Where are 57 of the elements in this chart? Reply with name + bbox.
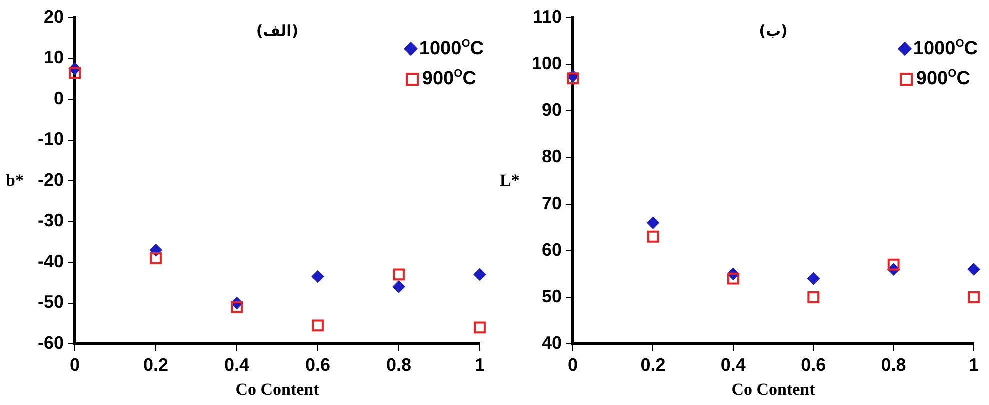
y-tick-label: -40	[38, 251, 64, 272]
y-tick-label: -50	[38, 292, 64, 312]
y-tick-label: 40	[542, 332, 562, 353]
y-tick-label: 20	[44, 6, 64, 27]
point	[647, 216, 660, 229]
y-axis-title: b*	[6, 171, 24, 191]
legend-label: 1000$^{O}$C	[913, 38, 978, 60]
chart-title: (الف)	[256, 22, 299, 40]
x-tick-label: 0.2	[143, 354, 169, 375]
legend-label: 1000$^{O}$C	[419, 38, 484, 60]
point	[808, 272, 820, 285]
x-tick-label: 0.8	[881, 354, 906, 375]
x-tick-label: 0.6	[801, 354, 826, 375]
point	[474, 322, 486, 334]
y-tick-label: 110	[532, 6, 562, 27]
x-tick-label: 0	[568, 354, 578, 375]
y-axis-title: L*	[500, 171, 520, 191]
y-tick-label: -10	[38, 129, 64, 150]
point	[808, 291, 820, 304]
point	[968, 291, 980, 304]
y-tick-label: 0	[54, 88, 64, 108]
point	[567, 72, 579, 84]
point	[393, 280, 406, 293]
x-tick-label: 0.8	[386, 354, 412, 375]
y-tick-label: 60	[542, 240, 562, 260]
x-tick-label: 1	[474, 354, 486, 375]
y-tick-label: 50	[542, 286, 562, 306]
y-tick-label: 10	[44, 48, 64, 68]
legend-label: 900$^{O}$C	[916, 68, 970, 90]
point	[647, 230, 660, 243]
x-tick-label: 0.4	[224, 354, 250, 375]
x-axis-title: Co Content	[732, 380, 816, 400]
x-tick-label: 0.2	[640, 354, 666, 375]
x-tick-label: 1	[968, 354, 980, 375]
y-tick-label: 70	[542, 193, 562, 214]
point	[474, 268, 486, 281]
y-tick-label: 90	[542, 100, 562, 120]
y-tick-label: 80	[542, 146, 562, 167]
y-tick-label: -60	[38, 332, 64, 353]
point	[231, 301, 243, 314]
point	[888, 258, 900, 271]
y-tick-label: -20	[38, 170, 64, 190]
point	[312, 320, 324, 332]
x-tick-label: 0	[70, 354, 80, 375]
y-tick-label: 100	[532, 54, 562, 74]
point	[727, 272, 740, 285]
chart-title: (ب)	[759, 22, 788, 40]
y-tick-label: -30	[38, 210, 64, 231]
legend-label: 900$^{O}$C	[422, 68, 476, 90]
point	[968, 263, 980, 276]
point	[393, 268, 405, 281]
x-tick-label: 0.4	[720, 354, 746, 375]
point	[69, 67, 81, 79]
x-axis-title: Co Content	[236, 380, 320, 400]
point	[312, 270, 324, 283]
x-tick-label: 0.6	[305, 354, 331, 375]
point	[150, 252, 162, 264]
